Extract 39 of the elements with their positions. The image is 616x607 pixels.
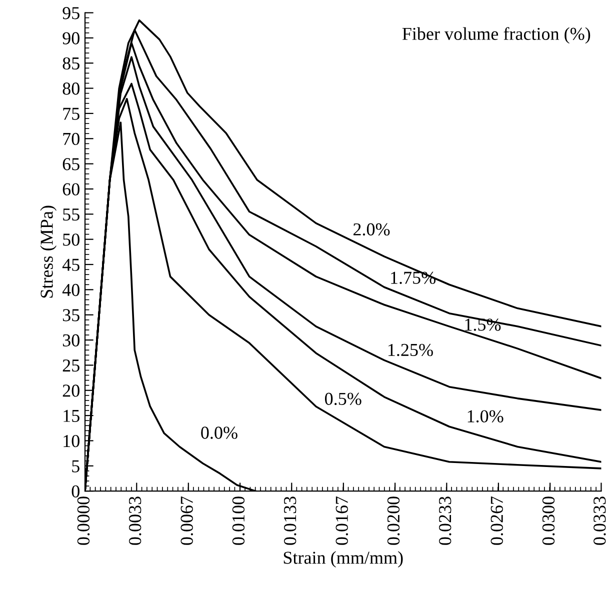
x-tick-label: 0.0167	[336, 496, 348, 545]
x-tick-label: 0.0233	[439, 496, 452, 545]
y-tick-label: 90	[62, 32, 80, 44]
y-tick-label: 5	[72, 460, 80, 472]
y-tick-label: 40	[62, 284, 80, 296]
series-label: 2.0%	[353, 223, 390, 236]
x-tick-label: 0.0033	[128, 496, 142, 545]
x-tick-label: 0.0100	[232, 496, 245, 545]
series-label: 0.5%	[324, 392, 362, 406]
x-tick-label: 0.0333	[594, 496, 606, 545]
x-tick-label: 0.0000	[77, 496, 90, 545]
series-label: 0.0%	[201, 426, 238, 439]
y-tick-label: 70	[63, 132, 80, 146]
y-tick-label: 45	[62, 258, 80, 271]
y-axis-title: Stress (MPa)	[40, 206, 57, 298]
series-label: 1.25%	[388, 344, 433, 356]
x-tick-label: 0.0267	[490, 496, 504, 545]
x-tick-label: 0.0200	[387, 496, 400, 545]
y-tick-label: 30	[62, 334, 80, 346]
x-tick-label: 0.0067	[180, 496, 194, 545]
y-tick-label: 20	[62, 384, 80, 397]
y-tick-label: 10	[64, 434, 80, 448]
y-tick-label: 75	[63, 108, 80, 120]
y-tick-label: 85	[62, 57, 80, 70]
y-tick-label: 35	[62, 309, 80, 322]
y-tick-label: 80	[62, 82, 80, 95]
y-tick-label: 65	[62, 158, 80, 170]
series-label: 1.0%	[468, 410, 504, 422]
y-tick-label: 0	[72, 485, 80, 498]
x-tick-label: 0.0133	[284, 496, 296, 545]
x-axis-title: Strain (mm/mm)	[284, 551, 403, 568]
annotation: Fiber volume fraction (%)	[402, 27, 590, 44]
y-tick-label: 50	[63, 234, 80, 246]
y-tick-label: 55	[63, 208, 80, 221]
y-tick-label: 25	[62, 360, 80, 372]
x-tick-label: 0.0300	[542, 496, 555, 545]
y-tick-label: 15	[64, 410, 80, 422]
y-tick-label: 95	[62, 7, 80, 20]
y-tick-label: 60	[62, 183, 80, 196]
